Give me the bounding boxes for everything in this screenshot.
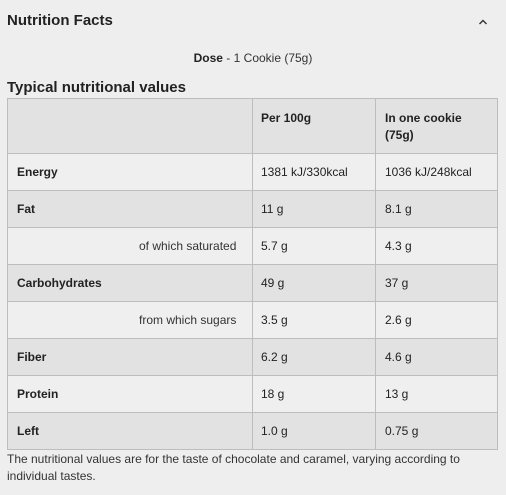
nutrient-name: Fat [7, 190, 253, 228]
value-per-100g: 5.7 g [252, 227, 376, 265]
value-per-cookie: 2.6 g [375, 301, 498, 339]
column-header-nutrient [7, 98, 253, 154]
accordion-title: Nutrition Facts [7, 12, 113, 29]
dose-label: Dose [193, 51, 223, 65]
nutrient-name: Carbohydrates [7, 264, 253, 302]
value-per-cookie: 4.6 g [375, 338, 498, 376]
value-per-cookie: 37 g [375, 264, 498, 302]
nutrient-name: from which sugars [7, 301, 253, 339]
table-row: Energy 1381 kJ/330kcal 1036 kJ/248kcal [7, 153, 498, 191]
nutrient-name: of which saturated [7, 227, 253, 265]
value-per-cookie: 8.1 g [375, 190, 498, 228]
value-per-cookie: 4.3 g [375, 227, 498, 265]
dose-line: Dose - 1 Cookie (75g) [0, 51, 506, 65]
value-per-100g: 1.0 g [252, 412, 376, 450]
table-row: from which sugars 3.5 g 2.6 g [7, 301, 498, 339]
dose-value: 1 Cookie (75g) [233, 51, 313, 65]
nutrition-facts-header[interactable]: Nutrition Facts [0, 0, 506, 44]
value-per-100g: 1381 kJ/330kcal [252, 153, 376, 191]
chevron-up-icon[interactable] [478, 17, 488, 27]
table-row: Protein 18 g 13 g [7, 375, 498, 413]
nutrient-name: Energy [7, 153, 253, 191]
column-header-per-100g: Per 100g [252, 98, 376, 154]
dose-separator: - [222, 51, 234, 65]
table-row: Fiber 6.2 g 4.6 g [7, 338, 498, 376]
nutrition-table: Per 100g In one cookie (75g) Energy 1381 … [7, 98, 498, 450]
value-per-100g: 3.5 g [252, 301, 376, 339]
section-title: Typical nutritional values [7, 79, 186, 96]
table-row: Carbohydrates 49 g 37 g [7, 264, 498, 302]
value-per-100g: 6.2 g [252, 338, 376, 376]
nutrient-name: Left [7, 412, 253, 450]
nutrient-name: Protein [7, 375, 253, 413]
value-per-cookie: 1036 kJ/248kcal [375, 153, 498, 191]
table-header-row: Per 100g In one cookie (75g) [7, 98, 498, 154]
table-row: Fat 11 g 8.1 g [7, 190, 498, 228]
nutrient-name: Fiber [7, 338, 253, 376]
table-row: Left 1.0 g 0.75 g [7, 412, 498, 450]
footnote: The nutritional values are for the taste… [7, 452, 460, 483]
column-header-per-cookie: In one cookie (75g) [375, 98, 498, 154]
value-per-100g: 11 g [252, 190, 376, 228]
value-per-100g: 49 g [252, 264, 376, 302]
value-per-cookie: 13 g [375, 375, 498, 413]
table-row: of which saturated 5.7 g 4.3 g [7, 227, 498, 265]
value-per-cookie: 0.75 g [375, 412, 498, 450]
value-per-100g: 18 g [252, 375, 376, 413]
